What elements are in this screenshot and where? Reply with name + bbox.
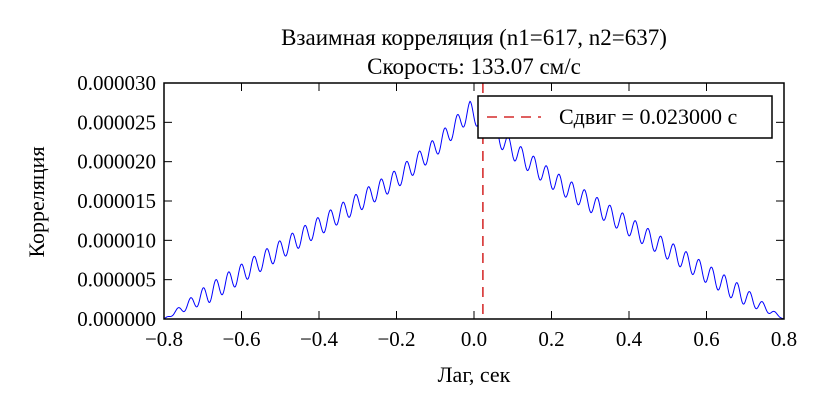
chart-title: Взаимная корреляция (n1=617, n2=637)	[281, 25, 667, 50]
y-tick-label: 0.000025	[77, 110, 156, 134]
x-tick-label: 0.6	[693, 327, 719, 351]
x-tick-label: −0.2	[377, 327, 415, 351]
y-tick-label: 0.000030	[77, 71, 156, 95]
y-tick-label: 0.000005	[77, 268, 156, 292]
x-tick-label: 0.0	[461, 327, 487, 351]
x-tick-label: −0.4	[300, 327, 339, 351]
x-tick-label: −0.8	[145, 327, 183, 351]
y-tick-label: 0.000000	[77, 307, 156, 331]
axis-ticks: −0.8 −0.6 −0.4 −0.2 0.0 0.2 0.4 0.6 0.8 0.000000 0…	[77, 71, 797, 351]
x-tick-label: 0.4	[616, 327, 643, 351]
chart-subtitle: Скорость: 133.07 см/с	[367, 54, 581, 79]
x-tick-label: 0.8	[771, 327, 797, 351]
y-tick-label: 0.000020	[77, 150, 156, 174]
plot-frame	[163, 82, 785, 320]
y-axis-label: Корреляция	[24, 146, 49, 257]
correlation-line	[163, 100, 785, 320]
y-tick-label: 0.000015	[77, 189, 156, 213]
y-tick-label: 0.000010	[77, 228, 156, 252]
legend: Сдвиг = 0.023000 с	[477, 95, 773, 139]
x-tick-label: 0.2	[538, 327, 564, 351]
legend-label: Сдвиг = 0.023000 с	[559, 104, 737, 129]
x-tick-label: −0.6	[222, 327, 260, 351]
x-axis-label: Лаг, сек	[438, 362, 511, 387]
